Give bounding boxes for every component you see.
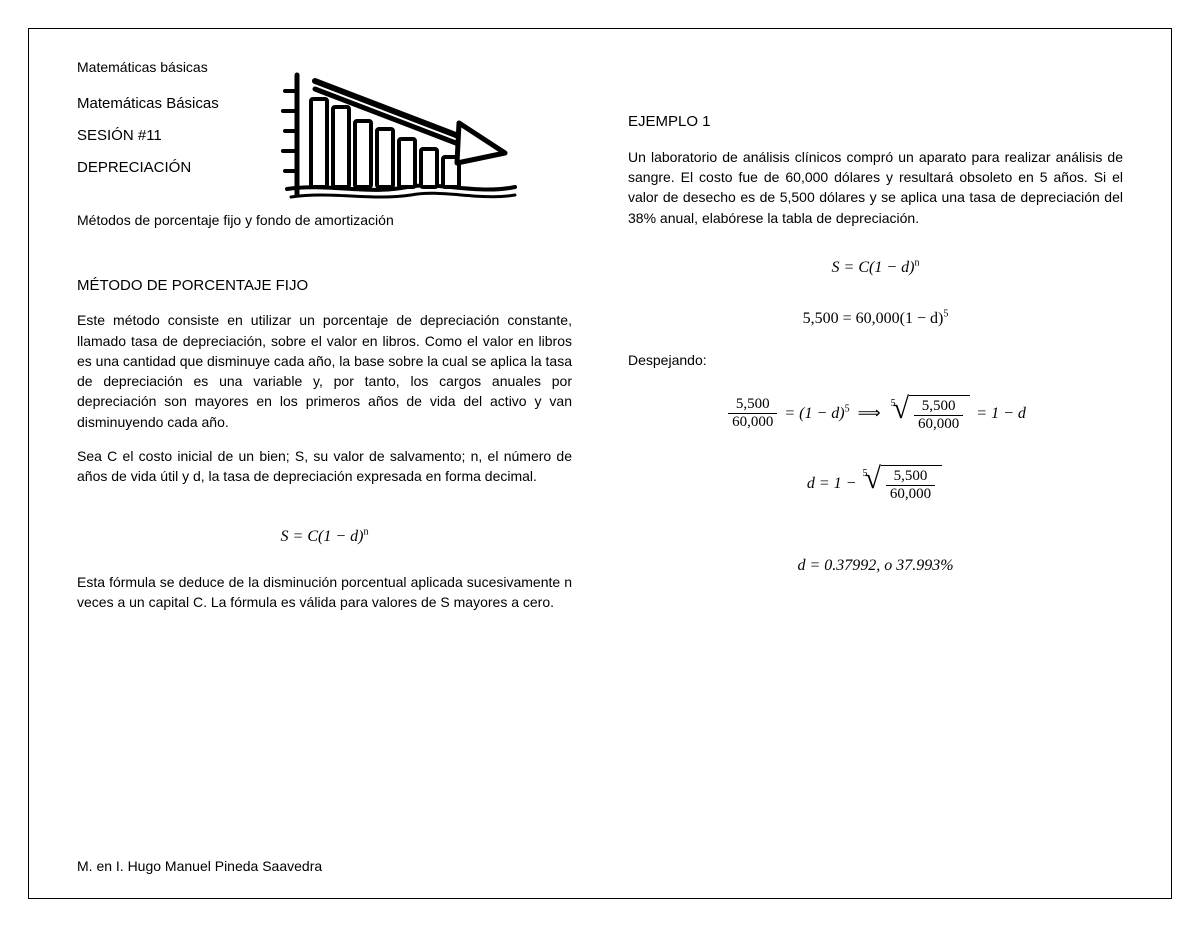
frac1-num: 5,500 (728, 396, 777, 413)
frac1-den: 60,000 (728, 413, 777, 431)
example-formula-4: d = 1 − 5 √ 5,500 60,000 (628, 465, 1123, 504)
eq-mid-exp: 5 (845, 403, 850, 414)
left-column: Matemáticas Básicas SESIÓN #11 DEPRECIAC… (77, 93, 572, 850)
method-description-1: Este método consiste en utilizar un porc… (77, 310, 572, 432)
ex-f1-exp: n (914, 258, 919, 269)
root2-num: 5,500 (886, 468, 935, 485)
example-formula-1: S = C(1 − d)n (628, 256, 1123, 279)
root-1: 5 √ 5,500 60,000 (891, 395, 971, 434)
title-block: Matemáticas Básicas SESIÓN #11 DEPRECIAC… (77, 93, 572, 188)
example-formula-3: 5,500 60,000 = (1 − d)5 ⟹ 5 √ 5,500 60,0… (628, 395, 1123, 434)
root1-radicand: 5,500 60,000 (909, 395, 970, 434)
d-equals: d = 1 − (807, 475, 857, 492)
root1-den: 60,000 (914, 415, 963, 433)
fraction-1: 5,500 60,000 (728, 396, 777, 432)
section-heading: MÉTODO DE PORCENTAJE FIJO (77, 275, 572, 297)
root2-den: 60,000 (886, 485, 935, 503)
radical-symbol-1: √ (893, 395, 909, 434)
root-2: 5 √ 5,500 60,000 (862, 465, 942, 504)
formula-explanation: Esta fórmula se deduce de la disminución… (77, 572, 572, 613)
eq-mid: = (1 − d) (784, 405, 844, 422)
result-line: d = 0.37992, o 37.993% (628, 554, 1123, 577)
formula-exponent: n (363, 526, 368, 537)
eq-tail: = 1 − d (976, 405, 1026, 422)
page-frame: Matemáticas básicas Matemáticas Básicas … (28, 28, 1172, 899)
implies-symbol: ⟹ (858, 405, 881, 422)
content-columns: Matemáticas Básicas SESIÓN #11 DEPRECIAC… (77, 93, 1123, 850)
page-footer: M. en I. Hugo Manuel Pineda Saavedra (77, 850, 1123, 874)
radical-symbol-2: √ (864, 465, 880, 504)
example-body: Un laboratorio de análisis clínicos comp… (628, 147, 1123, 228)
ex-f1-body: S = C(1 − d) (832, 259, 915, 276)
root2-radicand: 5,500 60,000 (881, 465, 942, 504)
root1-num: 5,500 (914, 398, 963, 415)
formula-body: S = C(1 − d) (281, 528, 364, 545)
example-formula-2: 5,500 = 60,000(1 − d)5 (628, 307, 1123, 330)
method-description-2: Sea C el costo inicial de un bien; S, su… (77, 446, 572, 487)
right-column: EJEMPLO 1 Un laboratorio de análisis clí… (628, 93, 1123, 850)
solving-label: Despejando: (628, 350, 1123, 370)
main-formula: S = C(1 − d)n (77, 525, 572, 548)
ex-f2-exp: 5 (943, 309, 948, 320)
declining-bar-chart-icon (267, 67, 527, 217)
ex-f2-body: 5,500 = 60,000(1 − d) (803, 310, 944, 327)
page-header: Matemáticas básicas (77, 59, 1123, 75)
result-value: d = 0.37992, o 37.993% (797, 557, 953, 574)
example-heading: EJEMPLO 1 (628, 111, 1123, 133)
